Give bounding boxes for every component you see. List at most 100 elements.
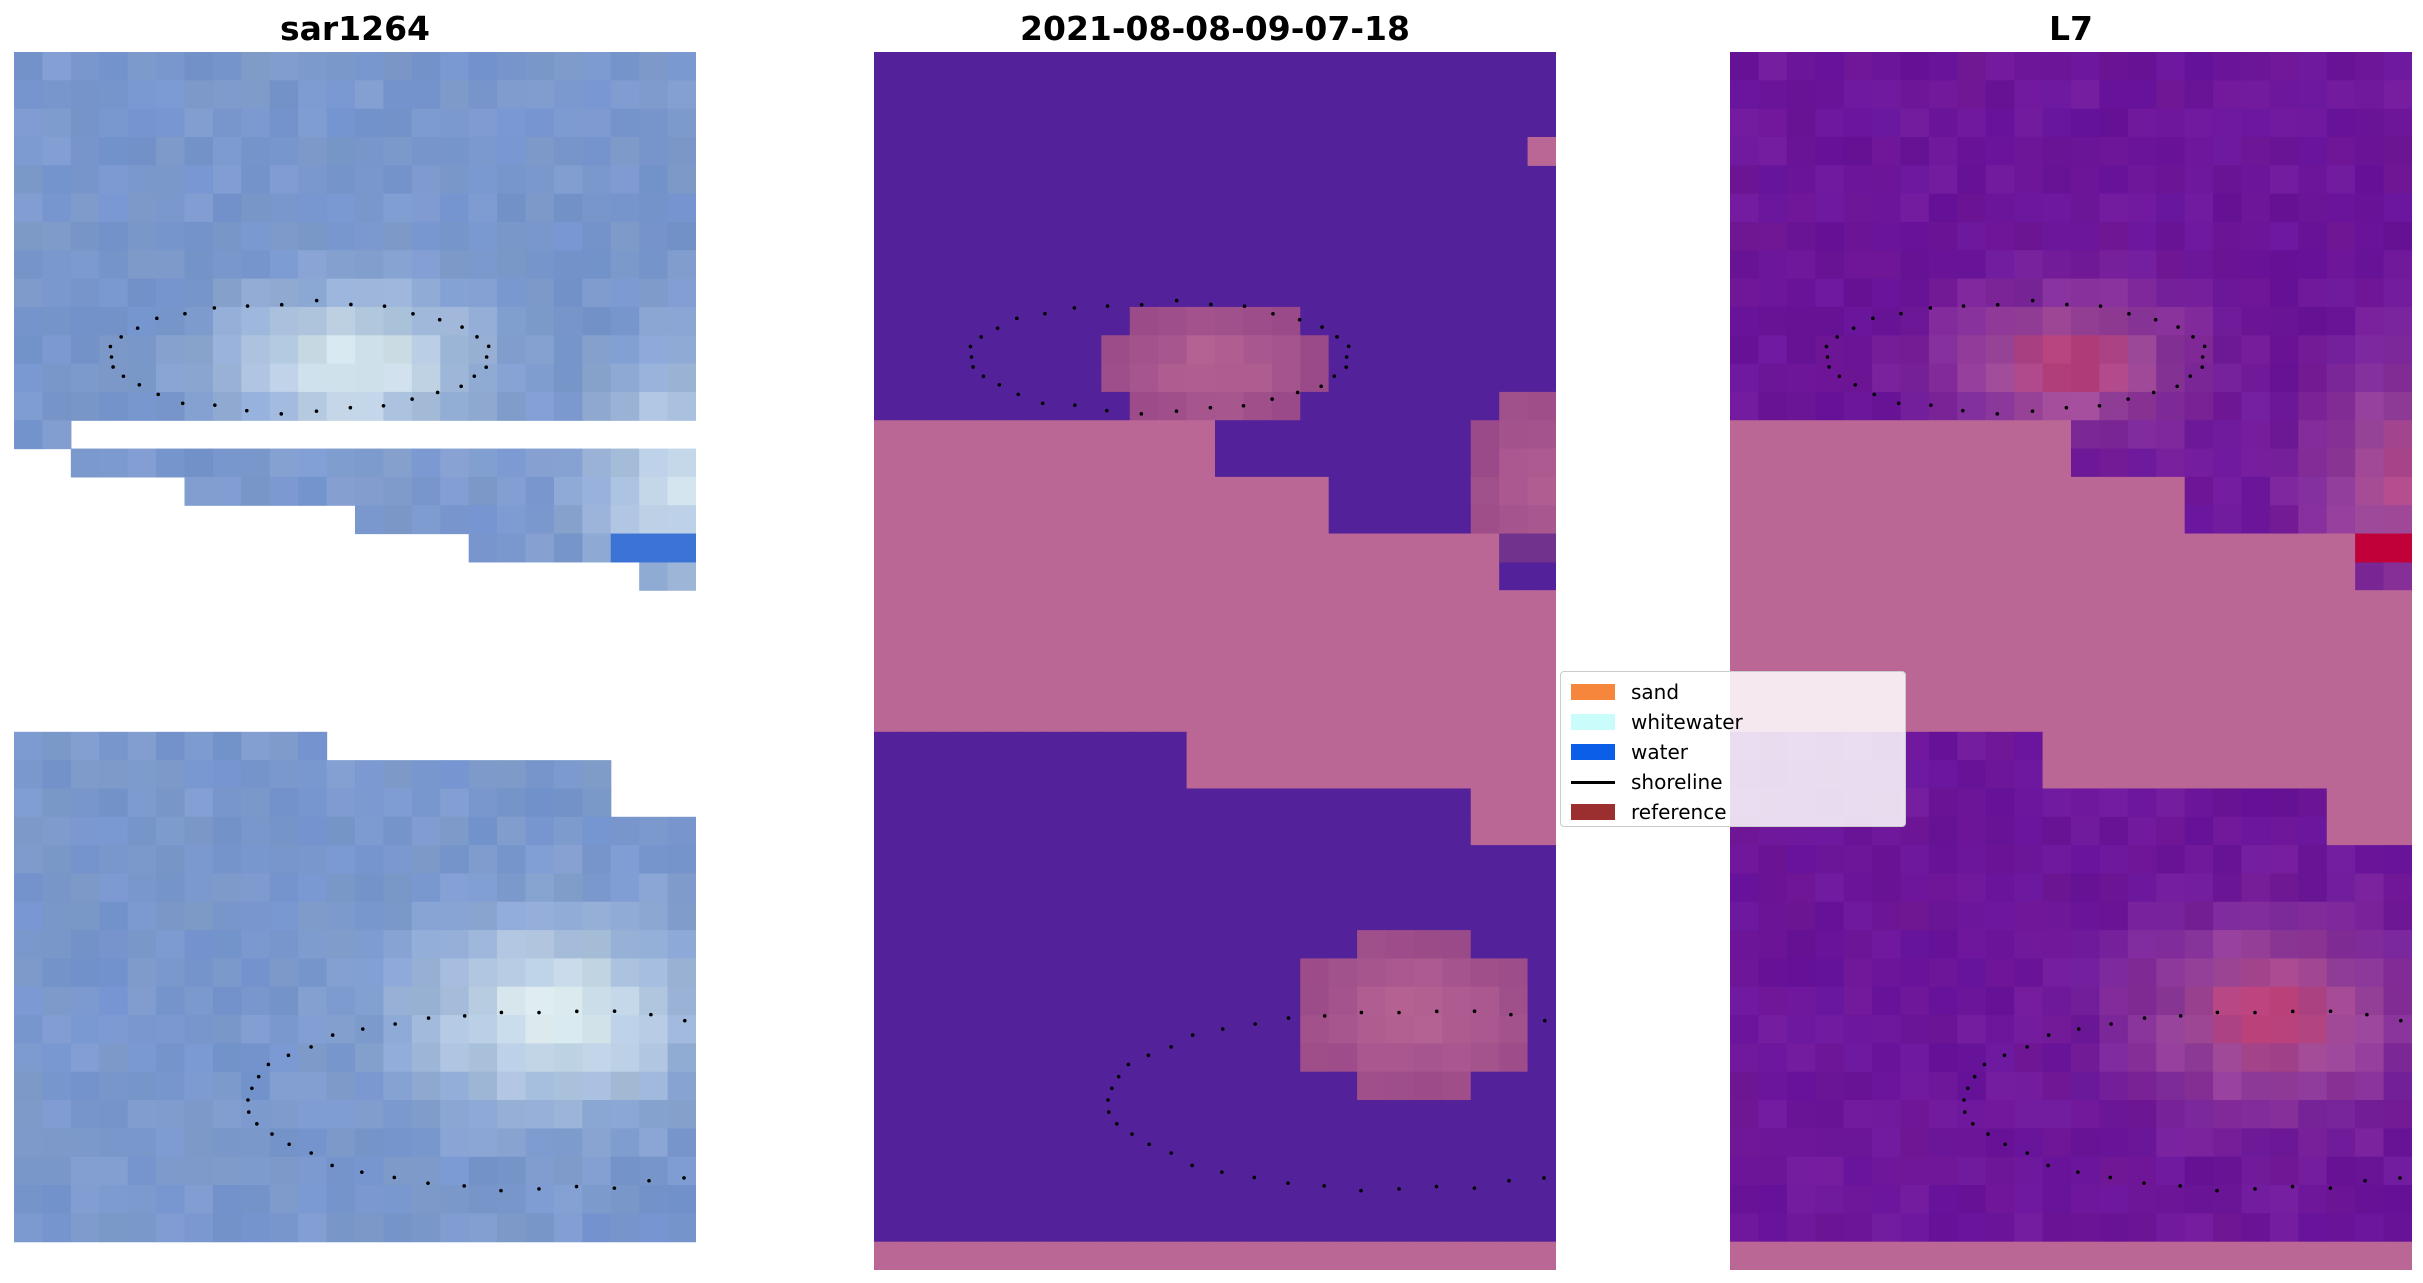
class-pixel [1158, 363, 1188, 393]
class-pixel [930, 760, 960, 790]
rgb-pixel [298, 901, 328, 931]
class-pixel [902, 278, 932, 308]
class-pixel [1271, 420, 1301, 450]
mndwi-pixel [2326, 646, 2356, 676]
shoreline-dot [2142, 1016, 2147, 1020]
mndwi-pixel [2383, 363, 2412, 393]
rgb-pixel [241, 1185, 271, 1214]
mndwi-pixel [2014, 788, 2044, 818]
mndwi-pixel [1985, 675, 2015, 705]
mndwi-pixel [2213, 505, 2243, 535]
shoreline-dot [1837, 374, 1842, 379]
rgb-pixel [440, 1100, 470, 1129]
mndwi-pixel [2071, 646, 2101, 676]
rgb-pixel [610, 1071, 640, 1101]
class-pixel [1527, 306, 1556, 336]
class-pixel [1271, 136, 1301, 166]
mndwi-pixel [1985, 306, 2015, 336]
mndwi-pixel [1843, 420, 1873, 450]
mndwi-pixel [1815, 420, 1845, 450]
rgb-pixel [269, 363, 299, 393]
mndwi-pixel [2099, 788, 2129, 818]
rgb-pixel [184, 1213, 214, 1243]
class-pixel [1101, 675, 1131, 705]
mndwi-pixel [2071, 930, 2101, 960]
mndwi-pixel [2213, 448, 2243, 478]
mndwi-pixel [1872, 391, 1902, 421]
class-pixel [1328, 646, 1358, 676]
mndwi-pixel [1928, 675, 1958, 705]
rgb-pixel [355, 1015, 385, 1044]
rgb-pixel [667, 873, 696, 903]
mndwi-pixel [2383, 816, 2412, 846]
class-pixel [874, 1213, 904, 1243]
class-pixel [1385, 1043, 1415, 1073]
rgb-pixel [355, 1043, 385, 1073]
class-pixel [1300, 901, 1330, 931]
class-pixel [1271, 448, 1301, 478]
class-pixel [987, 1185, 1017, 1214]
mndwi-pixel [2213, 731, 2243, 761]
class-pixel [1072, 250, 1102, 280]
mndwi-pixel [2213, 788, 2243, 818]
mndwi-pixel [2269, 958, 2299, 988]
class-pixel [1158, 986, 1188, 1016]
rgb-pixel [298, 1071, 328, 1101]
rgb-pixel [42, 788, 72, 818]
class-pixel [1271, 52, 1301, 81]
mndwi-pixel [2241, 165, 2271, 195]
class-pixel [1243, 533, 1273, 563]
class-pixel [902, 845, 932, 875]
mndwi-pixel [1900, 221, 1930, 251]
class-pixel [1129, 873, 1159, 903]
rgb-pixel [582, 788, 612, 818]
class-pixel [1499, 958, 1529, 988]
mndwi-pixel [1815, 845, 1845, 875]
rgb-pixel [70, 986, 100, 1016]
mndwi-pixel [2213, 1043, 2243, 1073]
mndwi-pixel [2127, 1100, 2157, 1129]
shoreline-dot [2076, 1027, 2081, 1031]
class-pixel [1328, 1015, 1358, 1044]
rgb-pixel [156, 1043, 186, 1073]
mndwi-pixel [2298, 52, 2328, 81]
shoreline-dot [1130, 1132, 1134, 1136]
rgb-pixel [326, 901, 356, 931]
mndwi-pixel [2099, 1213, 2129, 1243]
mndwi-pixel [2099, 52, 2129, 81]
class-pixel [959, 986, 989, 1016]
rgb-pixel [212, 448, 242, 478]
class-pixel [1101, 788, 1131, 818]
class-pixel [1044, 420, 1074, 450]
class-pixel [930, 533, 960, 563]
mndwi-pixel [1815, 1185, 1845, 1214]
mndwi-pixel [1957, 901, 1987, 931]
class-pixel [1215, 958, 1245, 988]
class-pixel [1385, 391, 1415, 421]
mndwi-pixel [2383, 420, 2412, 450]
class-pixel [1158, 788, 1188, 818]
shoreline-dot [1190, 1033, 1195, 1037]
mndwi-pixel [1872, 221, 1902, 251]
mndwi-pixel [1985, 930, 2015, 960]
mndwi-pixel [2213, 1015, 2243, 1044]
class-pixel [1413, 278, 1443, 308]
rgb-pixel [497, 901, 527, 931]
rgb-pixel [156, 250, 186, 280]
class-pixel [1385, 136, 1415, 166]
rgb-pixel [156, 1185, 186, 1214]
rgb-pixel [298, 930, 328, 960]
class-pixel [1413, 618, 1443, 648]
class-pixel [1357, 136, 1387, 166]
mndwi-pixel [2184, 476, 2214, 506]
rgb-pixel [298, 816, 328, 846]
rgb-pixel [355, 1185, 385, 1214]
class-pixel [1385, 703, 1415, 733]
mndwi-pixel [2156, 221, 2186, 251]
shoreline-dot [360, 1170, 364, 1174]
class-pixel [930, 80, 960, 110]
rgb-pixel [440, 391, 470, 421]
mndwi-pixel [1815, 193, 1845, 223]
rgb-pixel [553, 448, 583, 478]
mndwi-pixel [2127, 391, 2157, 421]
